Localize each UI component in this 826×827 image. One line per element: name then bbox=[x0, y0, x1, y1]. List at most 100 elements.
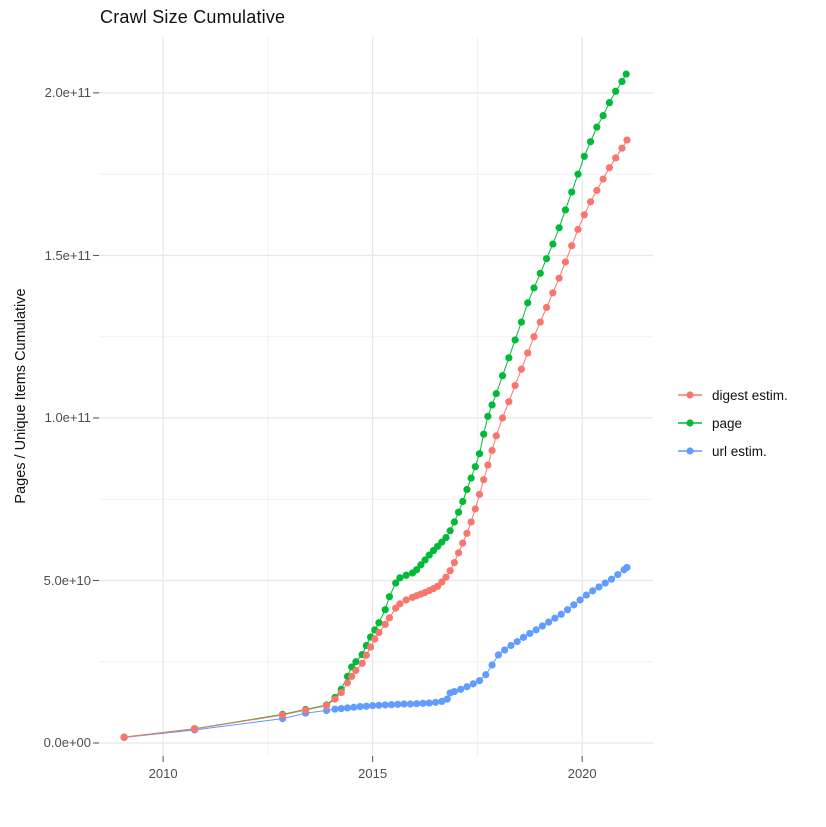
data-point-urlestim bbox=[369, 702, 377, 710]
data-point-urlestim bbox=[563, 606, 572, 614]
legend-label: url estim. bbox=[712, 443, 767, 459]
data-point-digestestim bbox=[549, 289, 557, 297]
data-point-digestestim bbox=[301, 706, 310, 714]
legend-key-icon bbox=[678, 391, 702, 399]
y-axis-title: Pages / Unique Items Cumulative bbox=[13, 288, 29, 504]
data-point-page bbox=[480, 430, 488, 438]
data-point-page bbox=[467, 474, 475, 482]
data-point-urlestim bbox=[582, 591, 590, 599]
data-point-urlestim bbox=[532, 626, 540, 634]
data-point-page bbox=[568, 188, 576, 196]
data-point-urlestim bbox=[387, 701, 396, 709]
x-tick-label: 2015 bbox=[358, 766, 388, 781]
data-point-page bbox=[511, 336, 519, 344]
data-point-urlestim bbox=[545, 618, 553, 626]
data-point-digestestim bbox=[580, 211, 588, 219]
data-point-digestestim bbox=[586, 198, 595, 206]
data-point-digestestim bbox=[467, 518, 475, 526]
data-point-digestestim bbox=[348, 672, 356, 680]
data-point-urlestim bbox=[438, 697, 446, 705]
series-line-digestestim bbox=[124, 139, 628, 738]
data-point-page bbox=[561, 206, 570, 214]
data-point-digestestim bbox=[492, 432, 500, 440]
data-point-digestestim bbox=[190, 725, 199, 733]
data-point-digestestim bbox=[463, 529, 471, 537]
data-point-urlestim bbox=[375, 701, 383, 709]
y-tick-label: 5.0e+10 bbox=[43, 572, 91, 588]
data-point-page bbox=[446, 527, 454, 535]
data-point-digestestim bbox=[530, 333, 538, 341]
data-point-urlestim bbox=[400, 700, 408, 708]
data-point-urlestim bbox=[526, 629, 534, 638]
data-point-page bbox=[442, 533, 450, 542]
data-point-urlestim bbox=[557, 610, 565, 618]
data-point-page bbox=[392, 579, 400, 587]
data-point-digestestim bbox=[505, 398, 513, 406]
data-point-digestestim bbox=[605, 164, 614, 172]
data-point-page bbox=[612, 87, 620, 95]
data-point-digestestim bbox=[278, 711, 287, 719]
legend-key-icon bbox=[678, 419, 702, 427]
data-point-urlestim bbox=[570, 601, 578, 609]
data-point-page bbox=[530, 284, 538, 292]
data-point-page bbox=[492, 389, 500, 398]
data-point-digestestim bbox=[480, 476, 488, 484]
data-point-urlestim bbox=[343, 704, 352, 712]
data-point-urlestim bbox=[463, 683, 471, 691]
data-point-urlestim bbox=[362, 702, 370, 710]
data-point-page bbox=[385, 593, 394, 601]
data-point-digestestim bbox=[475, 490, 484, 498]
plot-panel bbox=[93, 37, 653, 762]
data-point-page bbox=[599, 112, 607, 120]
legend-entry: page bbox=[677, 409, 788, 437]
data-point-urlestim bbox=[607, 575, 616, 583]
data-point-digestestim bbox=[438, 578, 446, 586]
data-point-digestestim bbox=[343, 679, 352, 687]
data-point-page bbox=[549, 240, 557, 248]
legend-label: page bbox=[712, 415, 743, 431]
data-point-urlestim bbox=[475, 676, 484, 685]
data-point-digestestim bbox=[561, 258, 570, 266]
data-point-page bbox=[505, 354, 513, 362]
data-point-page bbox=[618, 77, 626, 86]
data-point-urlestim bbox=[443, 695, 451, 703]
data-point-urlestim bbox=[394, 700, 402, 708]
data-point-page bbox=[471, 463, 479, 471]
data-point-page bbox=[484, 412, 492, 420]
data-point-page bbox=[574, 170, 582, 178]
data-point-page bbox=[517, 318, 526, 326]
data-point-urlestim bbox=[431, 698, 440, 706]
data-point-digestestim bbox=[612, 154, 620, 162]
data-point-page bbox=[421, 556, 429, 564]
data-point-page bbox=[450, 518, 458, 526]
data-point-urlestim bbox=[614, 571, 622, 579]
data-point-digestestim bbox=[542, 303, 551, 312]
data-point-page bbox=[463, 485, 471, 494]
data-point-urlestim bbox=[482, 671, 490, 679]
data-point-page bbox=[381, 606, 389, 614]
data-point-digestestim bbox=[459, 539, 467, 547]
data-point-urlestim bbox=[589, 587, 597, 595]
data-point-urlestim bbox=[601, 579, 609, 587]
data-point-urlestim bbox=[519, 633, 528, 641]
data-point-page bbox=[375, 619, 383, 627]
data-point-digestestim bbox=[623, 136, 631, 144]
data-point-digestestim bbox=[120, 733, 128, 741]
series-line-urlestim bbox=[124, 567, 628, 738]
data-point-digestestim bbox=[471, 505, 479, 513]
data-point-urlestim bbox=[576, 596, 584, 604]
data-point-digestestim bbox=[450, 558, 458, 567]
data-point-urlestim bbox=[457, 685, 465, 693]
data-point-urlestim bbox=[381, 701, 389, 709]
data-point-page bbox=[580, 152, 588, 160]
data-point-page bbox=[536, 269, 544, 277]
data-point-digestestim bbox=[442, 573, 450, 581]
data-point-digestestim bbox=[524, 349, 532, 357]
data-point-urlestim bbox=[337, 704, 345, 713]
data-point-urlestim bbox=[623, 563, 631, 572]
data-point-digestestim bbox=[517, 365, 526, 373]
data-point-urlestim bbox=[488, 661, 496, 669]
data-point-digestestim bbox=[574, 225, 582, 234]
data-point-urlestim bbox=[501, 646, 509, 654]
